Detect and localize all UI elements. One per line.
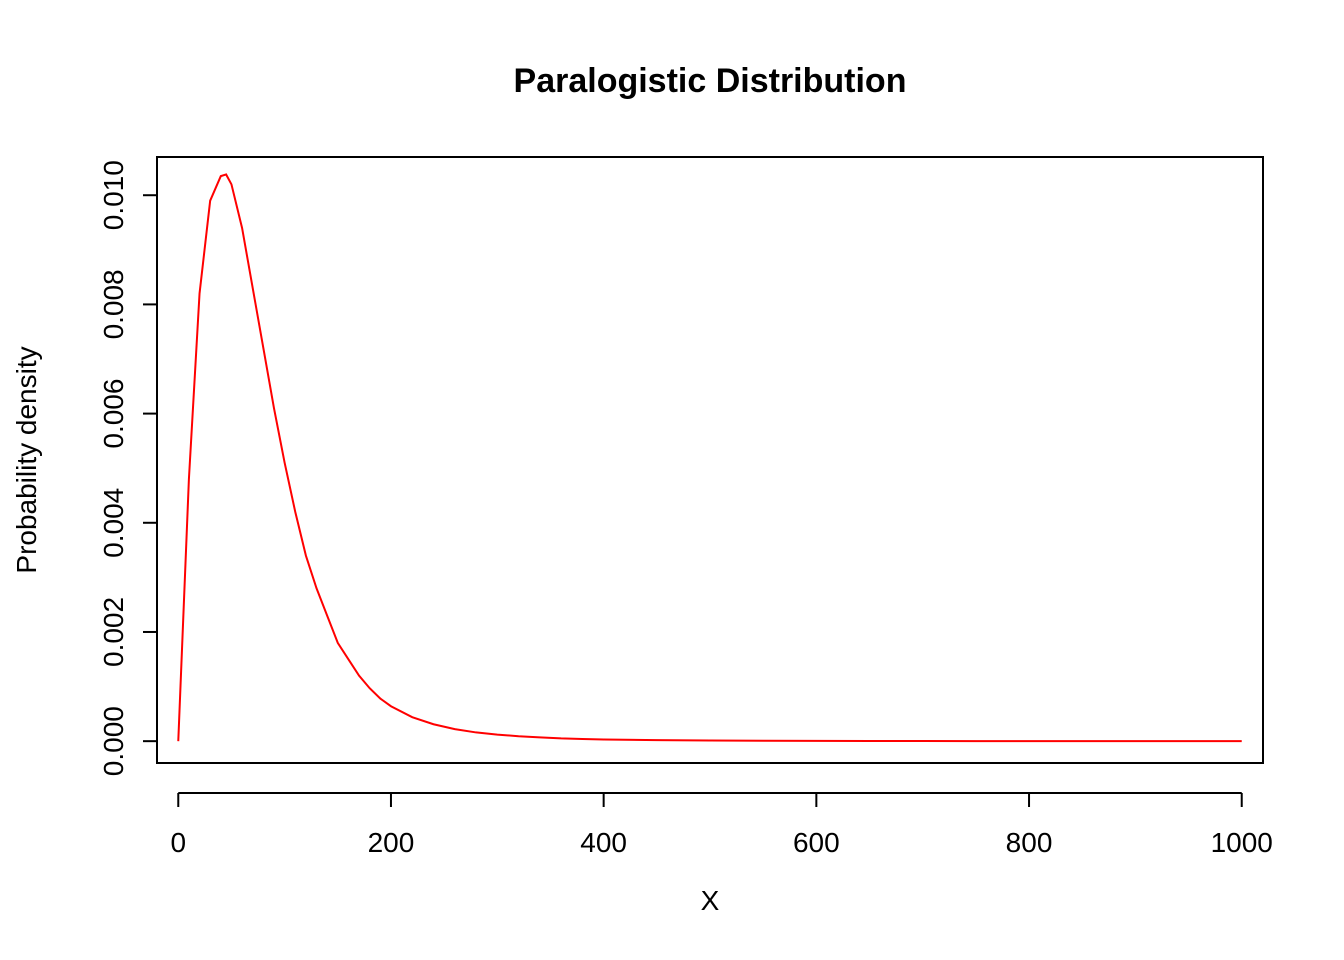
y-tick-label: 0.010 xyxy=(98,160,129,230)
x-tick-label: 600 xyxy=(793,827,840,858)
y-tick-label: 0.004 xyxy=(98,488,129,558)
y-tick-label: 0.000 xyxy=(98,706,129,776)
x-tick-label: 800 xyxy=(1006,827,1053,858)
y-axis-label: Probability density xyxy=(11,346,42,573)
plot-frame xyxy=(156,156,1264,764)
x-tick-label: 1000 xyxy=(1211,827,1273,858)
x-tick-label: 400 xyxy=(580,827,627,858)
x-tick-label: 0 xyxy=(170,827,186,858)
density-curve xyxy=(177,173,1242,743)
x-axis-label: X xyxy=(701,885,720,916)
x-tick-label: 200 xyxy=(368,827,415,858)
y-tick-label: 0.002 xyxy=(98,597,129,667)
x-axis: 0 200 400 600 800 1000 xyxy=(170,792,1273,858)
chart-title: Paralogistic Distribution xyxy=(514,62,907,100)
y-tick-label: 0.008 xyxy=(98,269,129,339)
y-tick-label: 0.006 xyxy=(98,379,129,449)
y-axis: 0.000 0.002 0.004 0.006 0.008 0.010 xyxy=(98,160,158,776)
